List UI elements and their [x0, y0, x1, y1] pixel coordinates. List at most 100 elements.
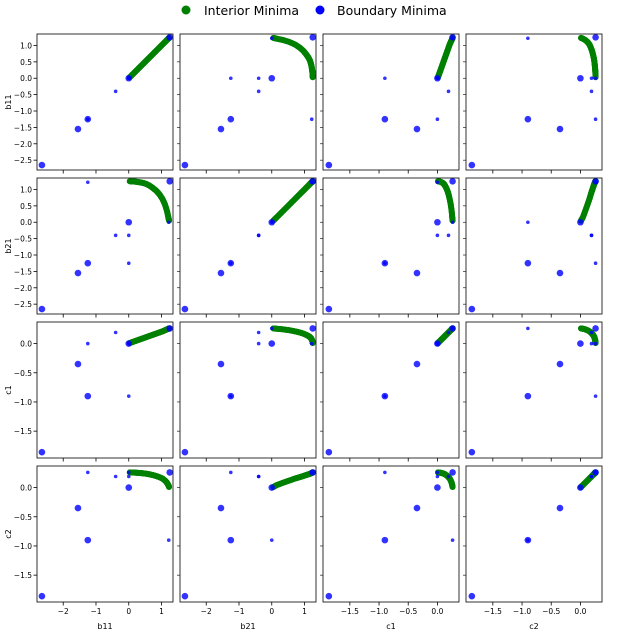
boundary-minimum-point [256, 330, 261, 335]
boundary-minimum-point [446, 330, 451, 335]
boundary-minimum-point [125, 218, 133, 226]
legend: Interior Minima Boundary Minima [181, 3, 447, 18]
x-tick-label: −1.0 [370, 607, 388, 616]
boundary-minimum-point [269, 220, 274, 225]
panel-c2-vs-b11: −1.5 −1.0 −0.5 0.0 c2 −2 −1 0 1 b11 [4, 465, 174, 631]
boundary-minimum-point [435, 180, 440, 185]
boundary-minimum-point [309, 325, 316, 332]
boundary-minimum-point [38, 305, 46, 313]
x-tick-label: −0.5 [542, 607, 560, 616]
panel-frame [465, 177, 603, 315]
boundary-minimum-point [450, 326, 455, 331]
boundary-minimum-point [309, 117, 314, 122]
boundary-minimum-point [227, 536, 235, 544]
boundary-minimum-point [74, 504, 82, 512]
y-tick-label: −1.0 [14, 251, 32, 260]
panel-points [181, 178, 316, 313]
boundary-minimum-point [309, 34, 316, 41]
x-tick-label: −0.5 [399, 607, 417, 616]
boundary-minimum-point [446, 474, 451, 479]
panel-points [468, 178, 599, 313]
x-tick-label: 0.0 [431, 607, 443, 616]
boundary-minimum-point [468, 592, 476, 600]
y-tick-label: −1.0 [14, 107, 32, 116]
boundary-minimum-point [589, 474, 594, 479]
y-tick-label: 1.0 [20, 41, 32, 50]
x-axis-label: c1 [386, 622, 396, 631]
boundary-minimum-point [38, 448, 46, 456]
boundary-minimum-point [526, 538, 530, 542]
boundary-minimum-point [592, 325, 599, 332]
x-tick-label: −2 [201, 607, 212, 616]
boundary-minimum-point [593, 470, 598, 475]
boundary-minimum-point [592, 34, 599, 41]
panel-frame [36, 465, 174, 603]
boundary-minimum-point [450, 538, 455, 542]
boundary-minimum-point [166, 178, 173, 185]
y-tick-label: 0.5 [20, 58, 32, 67]
panel-frame [179, 465, 317, 603]
boundary-minimum-point [256, 233, 261, 238]
boundary-minimum-point [449, 469, 456, 476]
boundary-minimum-point [227, 115, 235, 123]
boundary-minimum-point [593, 394, 598, 398]
y-tick-label: −2.0 [14, 140, 32, 149]
panel-c2-vs-c2: −1.5 −1.0 −0.5 0.0 c2 [463, 465, 603, 631]
boundary-minimum-point [166, 326, 171, 331]
interior-minimum-point [166, 484, 173, 491]
y-tick-label: −0.5 [14, 91, 32, 100]
panel-points [325, 469, 456, 600]
x-axis-label: b21 [240, 622, 255, 631]
boundary-minimum-point [450, 36, 455, 41]
panel-frame [36, 177, 174, 315]
boundary-minimum-point [113, 233, 118, 238]
legend-boundary-label: Boundary Minima [337, 3, 447, 18]
boundary-minimum-point [228, 261, 233, 266]
boundary-minimum-point [449, 178, 456, 185]
y-tick-label: −0.5 [14, 235, 32, 244]
boundary-minimum-point [593, 76, 598, 81]
legend-boundary-marker [315, 5, 325, 15]
panel-points [468, 34, 599, 169]
boundary-minimum-point [269, 538, 274, 542]
boundary-minimum-point [268, 340, 276, 347]
boundary-minimum-point [126, 470, 131, 475]
panel-points [181, 469, 316, 600]
panel-b21-vs-b11: −2.5 −2.0 −1.5 −1.0 −0.5 0.0 0.5 1.0 b21 [4, 177, 174, 318]
boundary-minimum-point [435, 233, 440, 238]
boundary-minimum-point [309, 180, 314, 185]
boundary-minimum-point [589, 341, 594, 346]
boundary-minimum-point [74, 269, 82, 277]
boundary-minimum-point [524, 392, 532, 400]
boundary-minimum-point [217, 269, 225, 277]
boundary-minimum-point [577, 74, 584, 82]
panel-b11-vs-c1 [320, 33, 460, 174]
panel-points [181, 325, 316, 456]
boundary-minimum-point [166, 220, 171, 225]
boundary-minimum-point [74, 125, 82, 133]
x-axis-label: c2 [529, 622, 539, 631]
panel-points [468, 325, 599, 456]
boundary-minimum-point [413, 360, 421, 368]
boundary-minimum-point [166, 538, 171, 542]
boundary-minimum-point [435, 474, 440, 479]
boundary-minimum-point [113, 330, 118, 335]
boundary-minimum-point [413, 269, 421, 277]
boundary-minimum-point [85, 117, 90, 122]
y-tick-label: −1.5 [14, 123, 32, 132]
x-tick-label: −1.5 [341, 607, 359, 616]
panel-points [325, 325, 456, 456]
boundary-minimum-point [325, 305, 333, 313]
boundary-minimum-point [181, 592, 189, 600]
boundary-minimum-point [435, 470, 440, 475]
boundary-minimum-point [446, 233, 451, 238]
interior-minimum-point [449, 484, 456, 491]
boundary-minimum-point [228, 76, 233, 81]
boundary-minimum-point [325, 448, 333, 456]
panel-c2-vs-b21: −2 −1 0 1 b21 [177, 465, 317, 631]
boundary-minimum-point [268, 74, 276, 82]
panel-b11-vs-c2 [463, 33, 603, 174]
panel-points [38, 325, 173, 456]
boundary-minimum-point [126, 341, 131, 346]
boundary-minimum-point [256, 89, 261, 94]
